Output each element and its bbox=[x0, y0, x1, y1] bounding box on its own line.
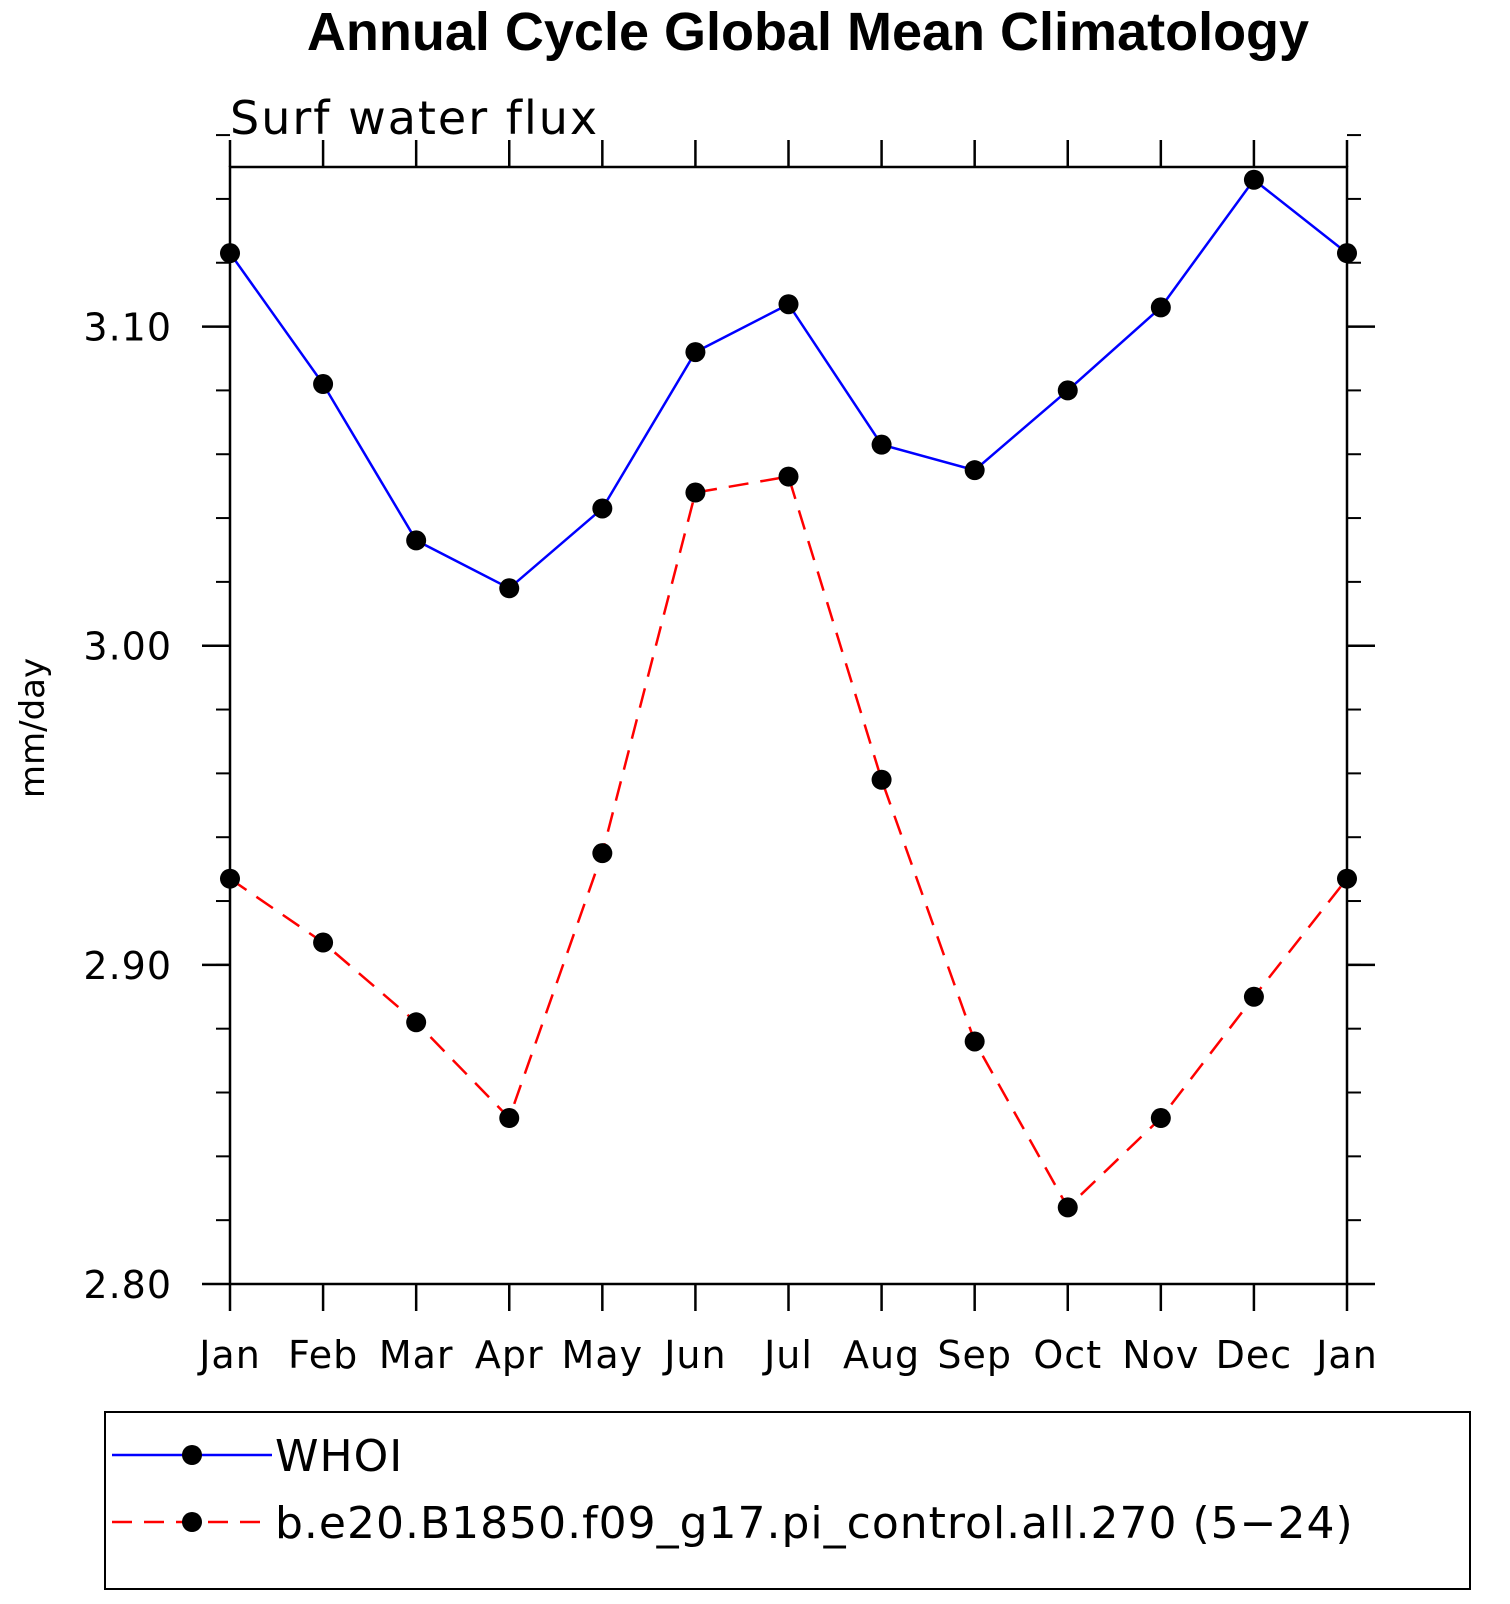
data-point bbox=[1243, 169, 1264, 190]
data-point bbox=[1150, 297, 1171, 318]
data-point bbox=[406, 1012, 427, 1033]
data-point bbox=[964, 460, 985, 481]
data-point bbox=[778, 294, 799, 315]
data-point bbox=[220, 868, 240, 889]
chart-subtitle: Surf water flux bbox=[230, 91, 599, 145]
x-tick-label: Aug bbox=[843, 1333, 920, 1377]
data-point bbox=[685, 482, 706, 503]
legend-label: b.e20.B1850.f09_g17.pi_control.all.270 (… bbox=[275, 1498, 1354, 1549]
series-line bbox=[229, 475, 1348, 1210]
data-point bbox=[1057, 1197, 1078, 1218]
data-point bbox=[220, 243, 240, 264]
legend-box bbox=[104, 1411, 1471, 1590]
data-point bbox=[499, 578, 520, 599]
series-layer bbox=[220, 169, 1357, 1218]
series-1 bbox=[220, 169, 1357, 599]
x-tick-label: Mar bbox=[379, 1333, 454, 1377]
data-point bbox=[964, 1031, 985, 1052]
data-point bbox=[592, 498, 613, 519]
x-tick-label: Jun bbox=[662, 1333, 726, 1377]
x-tick-label: Dec bbox=[1216, 1333, 1293, 1377]
x-tick-label: Jan bbox=[197, 1333, 261, 1377]
data-point bbox=[313, 932, 334, 953]
y-tick-label: 3.00 bbox=[83, 625, 172, 669]
data-point bbox=[592, 843, 613, 864]
data-point bbox=[871, 434, 892, 455]
series-2 bbox=[220, 466, 1357, 1218]
data-point bbox=[1337, 243, 1357, 264]
y-tick-label: 2.80 bbox=[83, 1263, 172, 1307]
x-tick-label: Nov bbox=[1122, 1333, 1199, 1377]
plot-frame bbox=[228, 165, 1349, 1286]
y-axis-label: mm/day bbox=[13, 658, 53, 798]
x-tick-label: Oct bbox=[1033, 1333, 1102, 1377]
data-point bbox=[313, 374, 334, 395]
data-point bbox=[1243, 986, 1264, 1007]
x-tick-label: Apr bbox=[475, 1333, 544, 1377]
data-point bbox=[1057, 380, 1078, 401]
legend-label: WHOI bbox=[275, 1431, 403, 1482]
data-point bbox=[1150, 1108, 1171, 1129]
legend-item: WHOI bbox=[112, 1431, 403, 1482]
series-line bbox=[228, 177, 1348, 590]
x-tick-label: Feb bbox=[288, 1333, 358, 1377]
chart-title: Annual Cycle Global Mean Climatology bbox=[307, 2, 1309, 62]
data-point bbox=[499, 1108, 520, 1129]
data-point bbox=[406, 530, 427, 551]
x-tick-label: Jul bbox=[762, 1333, 813, 1377]
y-tick-label: 2.90 bbox=[83, 944, 172, 988]
data-point bbox=[871, 769, 892, 790]
x-tick-label: Jan bbox=[1314, 1333, 1378, 1377]
data-point bbox=[778, 466, 799, 487]
y-tick-label: 3.10 bbox=[83, 306, 172, 350]
x-tick-label: Sep bbox=[937, 1333, 1012, 1377]
legend-item: b.e20.B1850.f09_g17.pi_control.all.270 (… bbox=[112, 1498, 1354, 1549]
data-point bbox=[1337, 868, 1357, 889]
axes: Jan Feb Mar Apr May Jun Jul Aug Sep Oct Nov Dec Jan 2… bbox=[83, 134, 1378, 1377]
x-tick-label: May bbox=[562, 1333, 644, 1377]
legend: WHOI b.e20.B1850.f09_g17.pi_control.all.2… bbox=[104, 1411, 1471, 1590]
data-point bbox=[685, 342, 706, 363]
legend-marker bbox=[182, 1512, 202, 1532]
legend-marker bbox=[182, 1445, 202, 1465]
